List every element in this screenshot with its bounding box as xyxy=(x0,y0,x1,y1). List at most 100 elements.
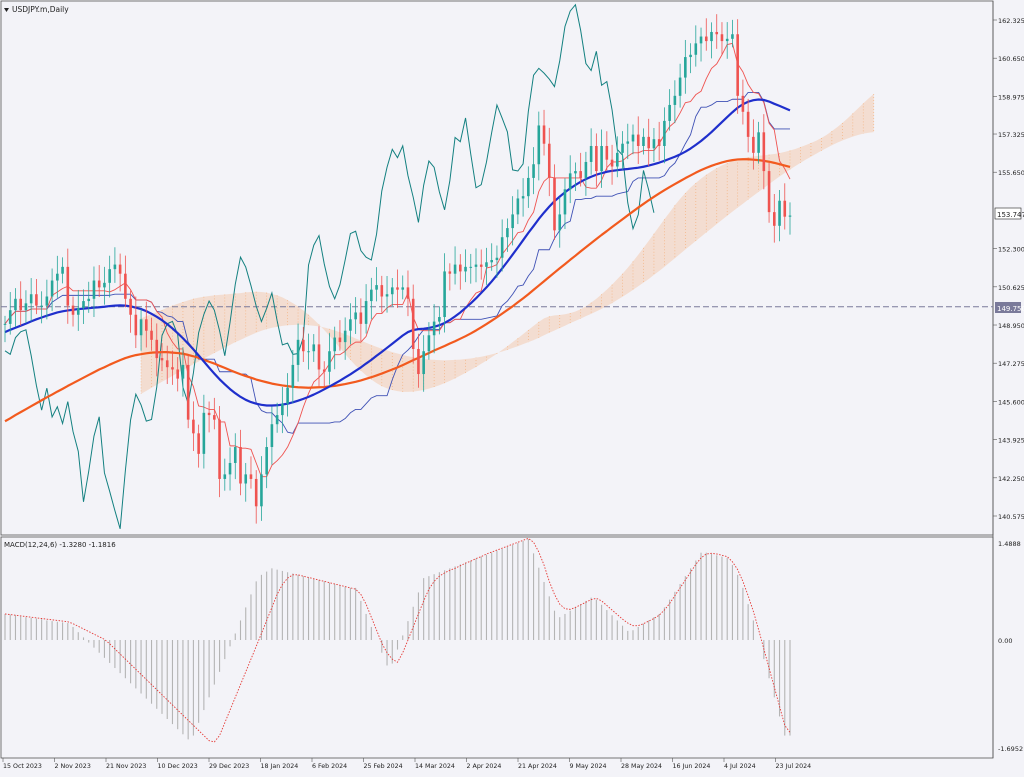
candle-body xyxy=(741,95,745,112)
candle-body xyxy=(275,415,279,425)
candle-body xyxy=(485,262,488,267)
candle-body xyxy=(453,264,457,274)
candle-body xyxy=(616,152,619,167)
price-tick-label: 147.275 xyxy=(998,360,1024,368)
candle-body xyxy=(265,447,268,475)
candle-body xyxy=(469,266,473,268)
macd-signal xyxy=(4,537,791,743)
date-tick-label: 25 Feb 2024 xyxy=(364,763,403,770)
candle-body xyxy=(239,447,242,484)
candle-body xyxy=(155,339,159,359)
candle-body xyxy=(547,143,551,178)
candle-body xyxy=(511,214,514,229)
candle-body xyxy=(673,95,677,105)
date-tick-label: 18 Jan 2024 xyxy=(261,763,299,770)
candle-body xyxy=(574,171,577,174)
price-tick-label: 158.975 xyxy=(998,93,1024,101)
candle-body xyxy=(19,298,22,311)
date-tick-label: 14 Mar 2024 xyxy=(415,763,455,770)
date-tick-label: 15 Oct 2023 xyxy=(3,763,42,770)
candle-body xyxy=(490,260,493,263)
candle-body xyxy=(710,31,713,42)
candle-body xyxy=(527,177,530,197)
candle-body xyxy=(532,164,535,178)
date-tick-label: 21 Apr 2024 xyxy=(518,763,557,770)
candle-body xyxy=(87,298,91,302)
candle-body xyxy=(202,412,206,454)
candle-body xyxy=(97,280,101,288)
date-tick-label: 21 Nov 2023 xyxy=(106,763,146,770)
candle-body xyxy=(752,136,755,153)
date-tick-label: 4 Jul 2024 xyxy=(724,763,756,770)
price-tick-label: 150.625 xyxy=(998,284,1024,292)
candle-body xyxy=(354,312,357,320)
candle-body xyxy=(432,321,436,336)
candle-body xyxy=(699,36,703,44)
candle-body xyxy=(438,317,441,322)
candle-body xyxy=(704,36,708,42)
price-tick-label: 143.925 xyxy=(998,437,1024,445)
candle-body xyxy=(160,358,164,361)
candle-body xyxy=(171,367,174,370)
candle-body xyxy=(474,264,478,267)
macd-histogram xyxy=(4,539,791,740)
candle-body xyxy=(380,285,384,297)
candle-body xyxy=(652,139,656,149)
candle-body xyxy=(40,305,43,307)
candle-body xyxy=(684,57,687,78)
current-price-label: 153.747 xyxy=(997,211,1024,219)
candle-body xyxy=(113,264,117,270)
candle-body xyxy=(417,348,420,375)
price-tick-label: 157.325 xyxy=(998,131,1024,139)
candle-body xyxy=(736,34,739,96)
candle-body xyxy=(333,337,336,352)
candle-body xyxy=(139,319,143,336)
candle-body xyxy=(516,198,520,215)
price-tick-label: 145.600 xyxy=(998,398,1024,406)
candle-body xyxy=(600,145,603,172)
candle-body xyxy=(584,161,588,178)
candle-body xyxy=(254,478,258,507)
price-tick-label: 155.650 xyxy=(998,169,1024,177)
candle-body xyxy=(422,351,425,375)
date-tick-label: 6 Feb 2024 xyxy=(312,763,347,770)
date-tick-label: 28 May 2024 xyxy=(621,763,662,770)
candle-body xyxy=(479,264,483,267)
candle-body xyxy=(746,111,750,137)
candle-body xyxy=(207,412,211,416)
candle-body xyxy=(506,228,509,238)
candle-body xyxy=(270,424,274,448)
candle-body xyxy=(108,269,111,283)
candle-body xyxy=(537,125,541,165)
candle-body xyxy=(260,474,263,507)
price-tick-label: 162.325 xyxy=(998,17,1024,25)
candle-body xyxy=(783,200,787,217)
candle-body xyxy=(307,351,310,353)
candle-body xyxy=(228,462,232,475)
price-tick-label: 148.950 xyxy=(998,322,1024,330)
candle-body xyxy=(778,200,781,226)
candle-body xyxy=(370,289,373,302)
candle-body xyxy=(443,271,446,318)
candle-body xyxy=(328,351,331,372)
dropdown-triangle-icon[interactable] xyxy=(4,8,9,12)
candle-body xyxy=(553,177,556,231)
hline-price-label: 149.750 xyxy=(997,305,1024,313)
hline-price-marker: 149.750 xyxy=(995,302,1024,313)
candle-body xyxy=(605,145,609,160)
candle-body xyxy=(66,266,70,306)
price-tick-label: 142.250 xyxy=(998,475,1024,483)
candle-body xyxy=(621,143,624,153)
candle-body xyxy=(118,264,122,274)
date-tick-label: 10 Dec 2023 xyxy=(158,763,198,770)
candle-body xyxy=(233,447,237,463)
date-tick-label: 2 Nov 2023 xyxy=(55,763,91,770)
candle-body xyxy=(249,474,253,479)
candle-body xyxy=(464,266,467,272)
candle-body xyxy=(767,171,771,213)
candle-body xyxy=(396,287,399,290)
candle-body xyxy=(631,134,635,142)
candle-body xyxy=(390,287,394,295)
candle-body xyxy=(427,335,431,352)
macd-tick-label: 1.4888 xyxy=(998,540,1021,548)
